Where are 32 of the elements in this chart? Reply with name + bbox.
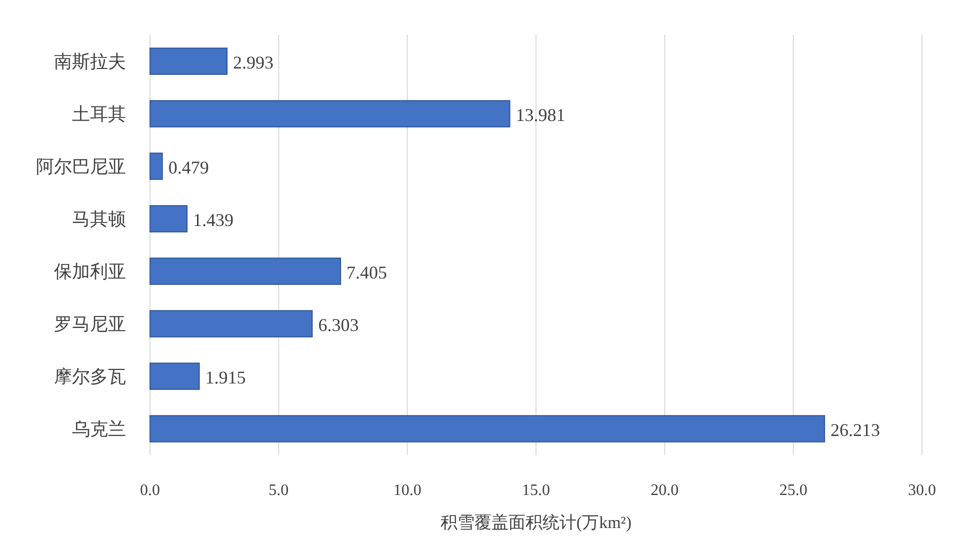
bar xyxy=(150,152,163,180)
data-label: 1.439 xyxy=(193,210,234,230)
y-tick-label: 阿尔巴尼亚 xyxy=(36,156,126,176)
bar xyxy=(150,310,313,338)
y-tick-label: 罗马尼亚 xyxy=(54,314,126,334)
x-tick-label: 30.0 xyxy=(908,482,936,499)
x-tick-label: 15.0 xyxy=(522,482,550,499)
y-tick-label: 马其顿 xyxy=(72,208,126,229)
x-axis-title: 积雪覆盖面积统计(万km²) xyxy=(440,513,632,532)
y-tick-label: 南斯拉夫 xyxy=(54,51,126,72)
x-tick-label: 0.0 xyxy=(140,482,160,499)
x-tick-label: 25.0 xyxy=(779,482,808,499)
bar xyxy=(150,362,200,390)
data-label: 13.981 xyxy=(516,104,566,125)
data-label: 2.993 xyxy=(233,52,274,72)
y-tick-label: 土耳其 xyxy=(72,104,126,124)
bar xyxy=(150,100,510,128)
data-label: 6.303 xyxy=(318,314,359,335)
bar xyxy=(150,48,228,75)
x-tick-label: 10.0 xyxy=(393,482,422,499)
data-label: 7.405 xyxy=(346,262,388,282)
data-label: 0.479 xyxy=(168,157,209,178)
bar xyxy=(150,258,342,285)
data-label: 26.213 xyxy=(830,420,880,440)
data-label: 1.915 xyxy=(205,367,246,388)
y-tick-label: 保加利亚 xyxy=(54,261,126,282)
x-tick-label: 20.0 xyxy=(650,482,679,499)
bar xyxy=(150,205,188,232)
y-tick-label: 乌克兰 xyxy=(72,418,126,439)
y-tick-label: 摩尔多瓦 xyxy=(54,366,126,386)
x-tick-label: 5.0 xyxy=(268,482,289,499)
bar xyxy=(150,415,826,442)
